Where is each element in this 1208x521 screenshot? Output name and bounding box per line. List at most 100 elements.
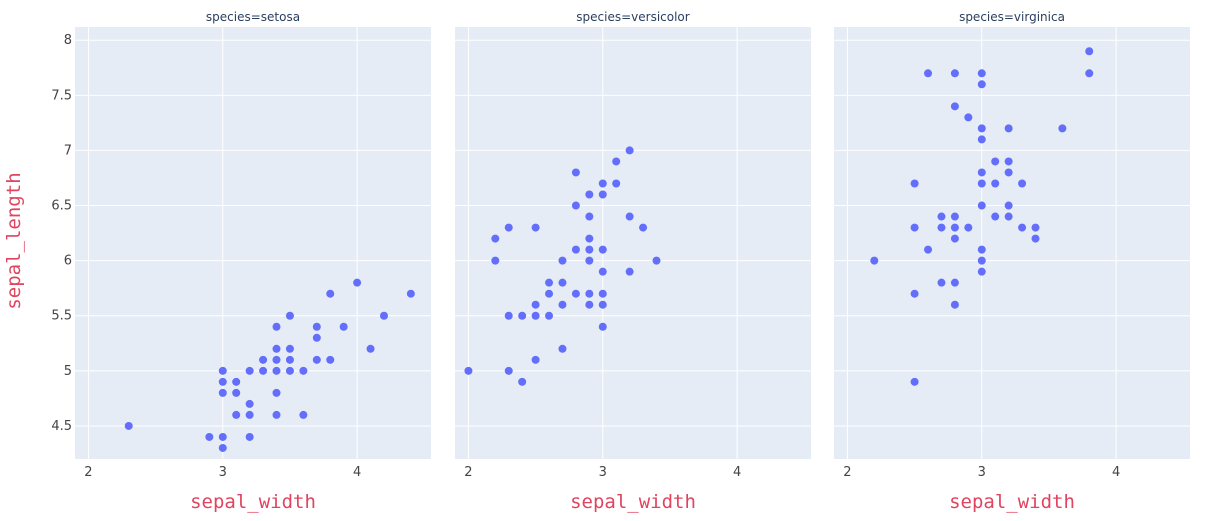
data-point bbox=[558, 300, 567, 309]
data-point bbox=[1004, 212, 1013, 221]
data-point bbox=[518, 377, 527, 386]
data-point bbox=[1004, 201, 1013, 210]
data-point bbox=[1018, 179, 1027, 188]
data-point bbox=[571, 245, 580, 254]
data-point bbox=[977, 80, 986, 89]
facet-title: species=setosa bbox=[206, 10, 300, 24]
data-point bbox=[964, 113, 973, 122]
data-point bbox=[571, 168, 580, 177]
data-point bbox=[218, 377, 227, 386]
data-point bbox=[299, 366, 308, 375]
data-point bbox=[977, 245, 986, 254]
data-point bbox=[585, 245, 594, 254]
data-point bbox=[259, 366, 268, 375]
data-point bbox=[598, 267, 607, 276]
data-point bbox=[245, 399, 254, 408]
data-point bbox=[558, 344, 567, 353]
data-point bbox=[977, 179, 986, 188]
data-point bbox=[464, 366, 473, 375]
data-point bbox=[1085, 69, 1094, 78]
data-point bbox=[285, 366, 294, 375]
x-tick-label: 2 bbox=[84, 465, 92, 480]
data-point bbox=[353, 278, 362, 287]
data-point bbox=[950, 69, 959, 78]
data-point bbox=[585, 212, 594, 221]
data-point bbox=[598, 179, 607, 188]
data-point bbox=[625, 212, 634, 221]
y-tick-label: 4.5 bbox=[51, 419, 72, 434]
y-tick-label: 5 bbox=[64, 364, 72, 379]
data-point bbox=[991, 212, 1000, 221]
data-point bbox=[977, 124, 986, 133]
data-point bbox=[950, 278, 959, 287]
data-point bbox=[259, 355, 268, 364]
data-point bbox=[977, 168, 986, 177]
data-point bbox=[991, 179, 1000, 188]
data-point bbox=[585, 234, 594, 243]
data-point bbox=[531, 223, 540, 232]
data-point bbox=[272, 366, 281, 375]
data-point bbox=[504, 366, 513, 375]
data-point bbox=[950, 223, 959, 232]
data-point bbox=[504, 223, 513, 232]
x-axis-title: sepal_width bbox=[570, 491, 696, 513]
x-axis-title: sepal_width bbox=[190, 491, 316, 513]
data-point bbox=[285, 344, 294, 353]
data-point bbox=[518, 311, 527, 320]
data-point bbox=[585, 289, 594, 298]
data-point bbox=[950, 212, 959, 221]
data-point bbox=[531, 311, 540, 320]
data-point bbox=[218, 432, 227, 441]
data-point bbox=[285, 355, 294, 364]
data-point bbox=[326, 289, 335, 298]
data-point bbox=[232, 377, 241, 386]
data-point bbox=[950, 234, 959, 243]
x-tick-label: 4 bbox=[733, 465, 741, 480]
data-point bbox=[272, 344, 281, 353]
data-point bbox=[406, 289, 415, 298]
data-point bbox=[232, 410, 241, 419]
plot-area-2 bbox=[834, 27, 1190, 459]
data-point bbox=[1004, 157, 1013, 166]
data-point bbox=[312, 355, 321, 364]
y-tick-label: 7.5 bbox=[51, 88, 72, 103]
data-point bbox=[937, 278, 946, 287]
y-axis-title: sepal_length bbox=[3, 172, 25, 309]
plot-area-1 bbox=[455, 27, 811, 459]
data-point bbox=[1085, 47, 1094, 56]
data-point bbox=[598, 245, 607, 254]
x-tick-label: 4 bbox=[353, 465, 361, 480]
data-point bbox=[870, 256, 879, 265]
data-point bbox=[491, 234, 500, 243]
data-point bbox=[625, 267, 634, 276]
data-point bbox=[1031, 223, 1040, 232]
data-point bbox=[218, 366, 227, 375]
data-point bbox=[937, 212, 946, 221]
x-tick-label: 2 bbox=[843, 465, 851, 480]
data-point bbox=[272, 388, 281, 397]
data-point bbox=[612, 157, 621, 166]
y-tick-label: 5.5 bbox=[51, 309, 72, 324]
data-point bbox=[924, 69, 933, 78]
data-point bbox=[124, 421, 133, 430]
data-point bbox=[558, 256, 567, 265]
data-point bbox=[312, 322, 321, 331]
y-tick-label: 7 bbox=[64, 143, 72, 158]
data-point bbox=[950, 300, 959, 309]
data-point bbox=[545, 311, 554, 320]
data-point bbox=[910, 289, 919, 298]
data-point bbox=[1058, 124, 1067, 133]
data-point bbox=[652, 256, 661, 265]
data-point bbox=[977, 267, 986, 276]
data-point bbox=[366, 344, 375, 353]
data-point bbox=[379, 311, 388, 320]
data-point bbox=[1004, 168, 1013, 177]
data-point bbox=[245, 410, 254, 419]
y-tick-label: 6 bbox=[64, 254, 72, 269]
data-point bbox=[977, 135, 986, 144]
data-point bbox=[571, 289, 580, 298]
data-point bbox=[598, 190, 607, 199]
data-point bbox=[1018, 223, 1027, 232]
data-point bbox=[232, 388, 241, 397]
